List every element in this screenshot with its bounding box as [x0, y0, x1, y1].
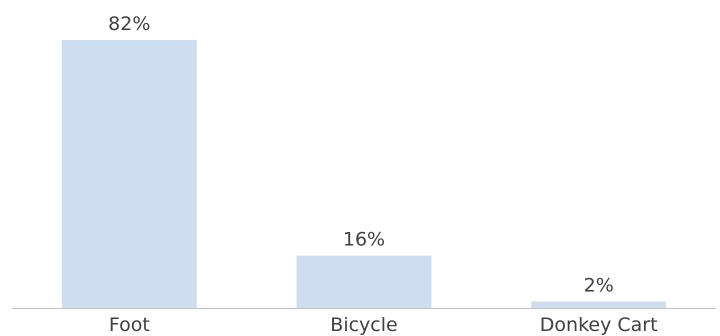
data-label-bicycle: 16% [343, 229, 385, 251]
x-tick-label-donkey-cart: Donkey Cart [540, 314, 658, 336]
bar-donkey-cart [531, 301, 667, 308]
data-label-foot: 82% [108, 13, 150, 35]
x-tick-label-bicycle: Bicycle [330, 314, 397, 336]
data-labels-group: 82% 16% 2% [108, 13, 614, 297]
bar-bicycle [296, 255, 432, 308]
bar-foot [61, 40, 197, 308]
data-label-donkey-cart: 2% [584, 275, 614, 297]
x-tick-labels-group: Foot Bicycle Donkey Cart [109, 314, 658, 336]
x-tick-label-foot: Foot [109, 314, 150, 336]
bars-group [61, 40, 667, 308]
